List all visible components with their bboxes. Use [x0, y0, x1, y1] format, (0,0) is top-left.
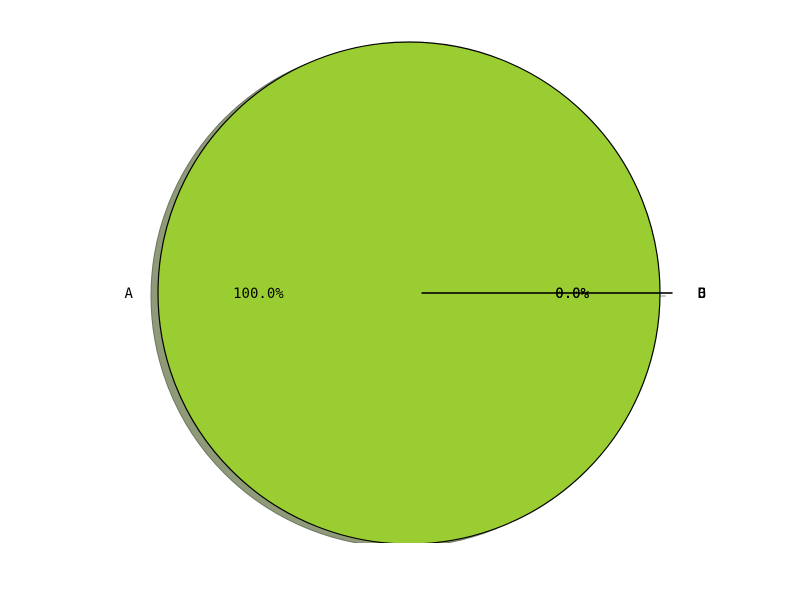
- slice-label-d: D: [698, 286, 706, 302]
- slice-label-c: C: [698, 286, 706, 302]
- slice-percent-label-c: 0.0%: [555, 286, 589, 302]
- slice-percent-label-a: 100.0%: [233, 286, 284, 302]
- slice-label-a: A: [124, 286, 133, 302]
- slice-label-b: B: [698, 286, 706, 302]
- slice-percent-label-d: 0.0%: [555, 286, 589, 302]
- slice-percent-label-b: 0.0%: [555, 286, 589, 302]
